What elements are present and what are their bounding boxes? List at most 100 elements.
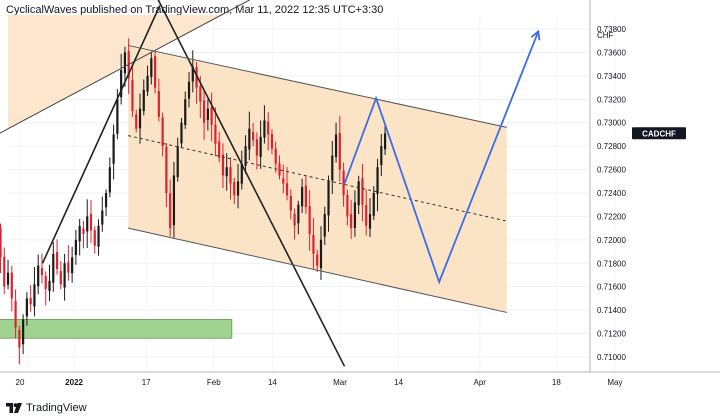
candle-body [289, 196, 292, 211]
candle-body [48, 280, 51, 291]
candle-body [361, 178, 364, 205]
candle-body [248, 128, 251, 150]
y-tick-label: 0.73200 [597, 95, 626, 104]
candle-body [10, 272, 13, 299]
candle-body [40, 268, 44, 275]
y-tick-label: 0.72000 [597, 236, 626, 245]
candle-body [316, 254, 319, 266]
candle-body [22, 319, 25, 345]
candle-body [255, 139, 258, 156]
candle-body [327, 181, 330, 216]
candle-body [195, 67, 198, 88]
x-tick-label: Mar [333, 378, 347, 387]
candle-body [82, 228, 85, 234]
projection-arrowhead [530, 29, 541, 41]
candle-body [301, 187, 304, 207]
channel-middle-line [128, 135, 507, 222]
footer-brand-label: TradingView [26, 402, 87, 414]
footer-brand[interactable]: TradingView [6, 399, 87, 417]
candle-body [153, 56, 157, 88]
candle-body [210, 107, 213, 126]
candle-body [297, 204, 300, 224]
candle-body [59, 271, 62, 285]
chart-annotations [0, 0, 541, 367]
x-tick-label: May [607, 378, 622, 387]
candle-body [63, 263, 66, 288]
y-tick-label: 0.73600 [597, 48, 626, 57]
y-tick-label: 0.72800 [597, 142, 626, 151]
candle-body [150, 58, 153, 77]
candle-body [14, 300, 17, 328]
candle-body [3, 256, 6, 287]
trendline-falling [157, 0, 346, 367]
candle-body [112, 134, 115, 164]
candle-body [380, 146, 383, 166]
y-tick-label: 0.71000 [597, 353, 626, 362]
candle-body [29, 298, 32, 305]
x-tick-label: Apr [473, 378, 486, 387]
candle-body [101, 210, 104, 225]
candle-body [176, 146, 179, 178]
candle-body [67, 262, 70, 273]
candle-body [285, 183, 289, 196]
candle-body [104, 193, 108, 208]
tradingview-logo-icon [6, 403, 22, 413]
projection-path [343, 31, 540, 285]
candle-body [161, 117, 164, 147]
candle-body [365, 205, 368, 226]
candle-body [131, 80, 134, 112]
candle-body [37, 265, 40, 287]
y-tick-label: 0.71600 [597, 283, 626, 292]
x-tick-label: Feb [207, 378, 221, 387]
candle-body [350, 214, 353, 229]
candle-body [191, 66, 194, 82]
candle-body [259, 136, 262, 157]
candle-body [78, 225, 81, 242]
publisher-header: CyclicalWaves published on TradingView.c… [6, 4, 384, 16]
candle-body [218, 141, 221, 158]
candle-body [282, 178, 285, 184]
candle-body [202, 100, 206, 123]
candle-body [18, 329, 21, 348]
candle-body [142, 89, 145, 112]
candle-body [33, 284, 36, 307]
candle-body [308, 206, 311, 234]
channel-fill [128, 45, 507, 313]
candle-body [123, 52, 127, 74]
candle-body [187, 81, 191, 99]
candle-body [86, 216, 89, 232]
candle-body [146, 75, 149, 92]
x-tick-label: 17 [142, 378, 151, 387]
candle-body [135, 114, 138, 129]
candle-body [353, 202, 357, 228]
candle-body [263, 120, 266, 138]
candle-body [172, 175, 176, 226]
candle-body [108, 167, 111, 193]
candle-body [71, 257, 74, 274]
candle-body [244, 146, 247, 166]
candle-body [383, 133, 387, 150]
support-zone [0, 319, 233, 339]
y-tick-label: 0.73400 [597, 72, 626, 81]
x-tick-label: 20 [16, 378, 25, 387]
candle-body [267, 121, 270, 135]
candle-body [180, 122, 183, 144]
x-tick-label: 14 [268, 378, 277, 387]
trendline-rising [0, 0, 251, 134]
candle-body [221, 154, 225, 176]
candle-body [165, 146, 168, 193]
candle-body [342, 170, 345, 196]
candle-body [331, 155, 334, 181]
time-axis[interactable]: 20 2022 17 Feb 14 Mar 14 Apr 18 May [0, 371, 720, 387]
candle-body [233, 182, 236, 196]
candle-body [52, 253, 55, 283]
candle-body [206, 108, 209, 121]
candle-body [169, 193, 172, 229]
candle-body [357, 181, 360, 206]
price-axis[interactable]: 0.71000 0.71200 0.71400 0.71600 0.71800 0.720… [589, 0, 686, 372]
candle-body [304, 185, 307, 208]
chart-zones [0, 15, 507, 339]
candle-body [319, 239, 323, 269]
candle-body [270, 133, 274, 149]
